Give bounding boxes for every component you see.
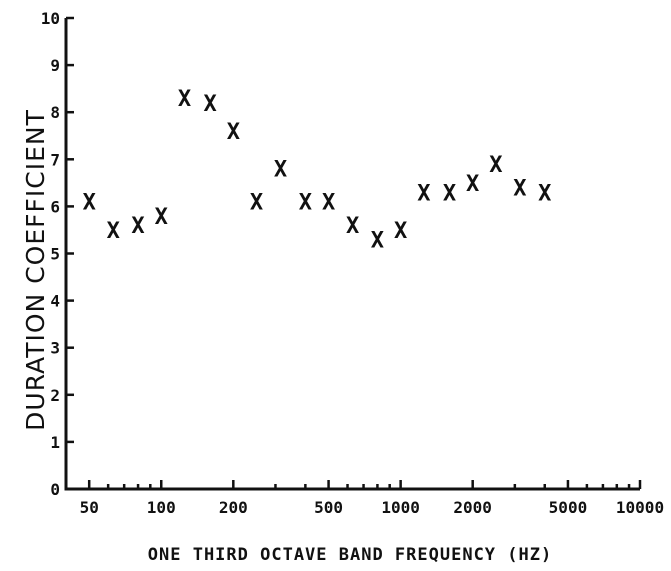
x-axis-ticks: 50 100 200 500 1000 2000 5000 10000: [64, 480, 664, 517]
data-point: X: [274, 158, 287, 183]
data-point: X: [394, 219, 407, 244]
x-tick-label: 10000: [616, 498, 664, 517]
axes: [64, 18, 640, 491]
data-point: X: [322, 191, 335, 216]
data-point: X: [131, 214, 144, 239]
y-tick-label: 10: [41, 9, 60, 28]
data-point: X: [443, 181, 456, 206]
data-point: X: [417, 181, 430, 206]
data-point: X: [227, 120, 240, 145]
y-tick-label: 0: [50, 480, 60, 499]
data-point: X: [155, 205, 168, 230]
data-point: X: [178, 87, 191, 112]
data-point: X: [489, 153, 502, 178]
data-point: X: [371, 228, 384, 253]
y-tick-label: 5: [50, 245, 60, 264]
data-point: X: [466, 172, 479, 197]
data-point: X: [107, 219, 120, 244]
y-axis-title: DURATION COEFFICIENT: [21, 109, 50, 431]
y-axis-ticks: 0 1 2 3 4 5 6 7 8 9 10: [41, 9, 74, 499]
y-tick-label: 1: [50, 433, 60, 452]
x-tick-label: 2000: [453, 498, 492, 517]
y-tick-label: 3: [50, 339, 60, 358]
x-tick-label: 200: [219, 498, 248, 517]
x-tick-label: 100: [147, 498, 176, 517]
y-tick-label: 8: [50, 103, 60, 122]
y-tick-label: 9: [50, 56, 60, 75]
data-point: X: [299, 191, 312, 216]
data-point: X: [250, 191, 263, 216]
x-tick-label: 5000: [549, 498, 588, 517]
x-tick-label: 1000: [381, 498, 420, 517]
x-tick-label: 500: [314, 498, 343, 517]
x-axis-title: ONE THIRD OCTAVE BAND FREQUENCY (HZ): [148, 545, 552, 565]
y-tick-label: 6: [50, 197, 60, 216]
y-tick-label: 4: [50, 292, 60, 311]
x-tick-label: 50: [80, 498, 99, 517]
data-point: X: [538, 181, 551, 206]
data-point: X: [346, 214, 359, 239]
y-tick-label: 2: [50, 386, 60, 405]
data-point: X: [203, 92, 216, 117]
data-point: X: [83, 191, 96, 216]
data-point: X: [513, 177, 526, 202]
y-tick-label: 7: [50, 150, 60, 169]
